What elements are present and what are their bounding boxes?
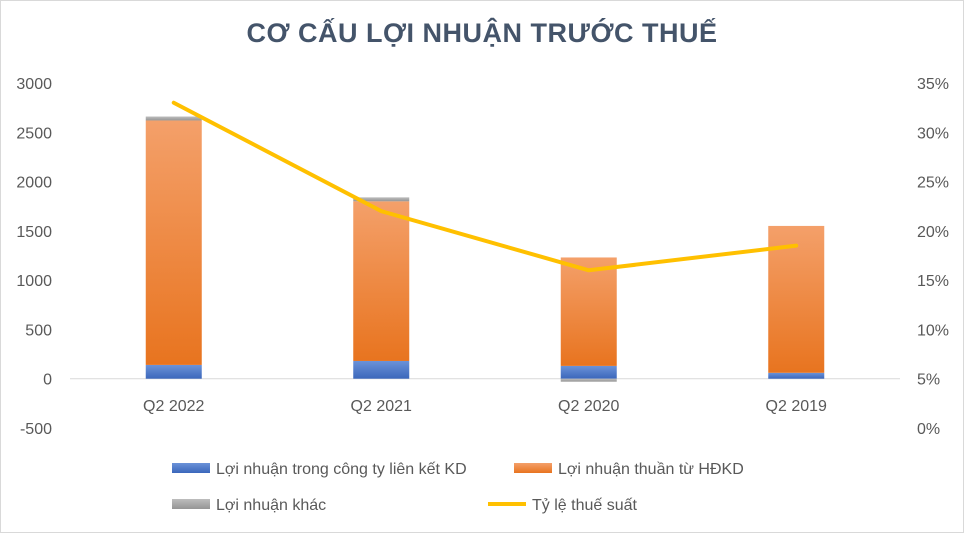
legend-label: Tỷ lệ thuế suất [532, 497, 638, 514]
line-series-tax-rate [171, 100, 799, 273]
y-left-tick-label: 2000 [16, 175, 52, 192]
y-left-tick-label: 3000 [16, 76, 52, 93]
y-right-tick-label: 20% [917, 224, 949, 241]
y-left-tick-label: 500 [25, 322, 52, 339]
line-point [380, 210, 382, 212]
y-left-tick-label: -500 [20, 421, 52, 438]
bar-lợi-nhuận-trong-công-ty-liên-kết-kd [145, 364, 202, 379]
bar-lợi-nhuận-thuần-từ-hđkd [353, 201, 410, 361]
legend-swatch [514, 463, 552, 473]
y-right-tick-label: 10% [917, 322, 949, 339]
legend-swatch [172, 499, 210, 509]
y-right-tick-label: 25% [917, 175, 949, 192]
y-left-tick-label: 1500 [16, 224, 52, 241]
line-point [173, 102, 175, 104]
legend-label: Lợi nhuận thuần từ HĐKD [558, 461, 744, 478]
bar-lợi-nhuận-thuần-từ-hđkd [145, 120, 202, 365]
y-right-tick-label: 15% [917, 273, 949, 290]
y-right-tick-label: 30% [917, 125, 949, 142]
y-left-tick-label: 0 [43, 372, 52, 389]
x-tick-label: Q2 2022 [143, 398, 204, 415]
y-right-tick-label: 35% [917, 76, 949, 93]
x-tick-label: Q2 2019 [766, 398, 827, 415]
x-tick-label: Q2 2021 [351, 398, 412, 415]
x-tick-label: Q2 2020 [558, 398, 619, 415]
bar-lợi-nhuận-thuần-từ-hđkd [768, 225, 825, 373]
legend-label: Lợi nhuận khác [216, 497, 326, 514]
bar-lợi-nhuận-trong-công-ty-liên-kết-kd [353, 360, 410, 379]
bar-lợi-nhuận-khác [353, 197, 410, 202]
bar-lợi-nhuận-trong-công-ty-liên-kết-kd [768, 372, 825, 379]
y-right-tick-label: 0% [917, 421, 940, 438]
legend-label: Lợi nhuận trong công ty liên kết KD [216, 461, 467, 478]
bar-lợi-nhuận-trong-công-ty-liên-kết-kd [560, 365, 617, 379]
chart-title: CƠ CẤU LỢI NHUẬN TRƯỚC THUẾ [246, 18, 718, 48]
y-right-tick-label: 5% [917, 372, 940, 389]
line-point [588, 269, 590, 271]
bar-lợi-nhuận-thuần-từ-hđkd [560, 257, 617, 366]
y-left-tick-label: 1000 [16, 273, 52, 290]
bar-lợi-nhuận-khác [145, 116, 202, 121]
bar-lợi-nhuận-khác [560, 378, 617, 382]
legend-swatch [172, 463, 210, 473]
line-point [795, 245, 797, 247]
y-left-tick-label: 2500 [16, 125, 52, 142]
